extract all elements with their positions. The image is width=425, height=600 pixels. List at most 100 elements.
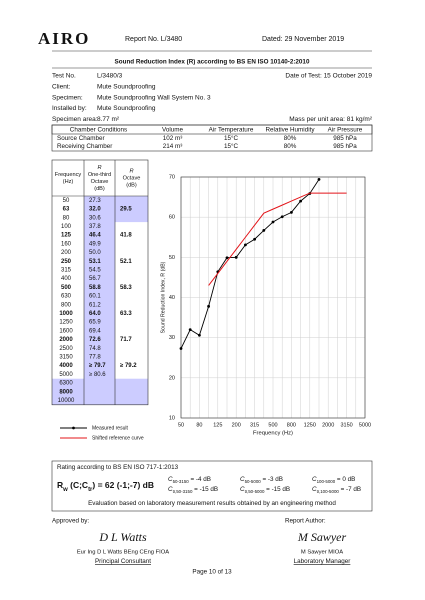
data-point [198,333,201,337]
info-label: Specimen: [52,94,83,101]
table-cell: ≥ 79.2 [120,363,137,369]
info-value: Mute Soundproofing [97,84,156,91]
info-label: Specimen area: [52,116,98,123]
table-cell: 15°C [224,142,239,150]
data-point [253,237,256,241]
table-cell: 630 [61,294,72,300]
table-cell: 985 hPa [333,143,357,150]
table-cell: 50 [63,198,70,204]
table-header: Frequency [55,172,82,178]
adaptation-term: Ctr,50-3150 = -15 dB [168,486,218,494]
x-tick-label: 315 [250,422,259,428]
table-cell: 1250 [59,320,73,326]
info-value: L/3480/3 [97,73,123,80]
table-cell: 2000 [59,337,73,343]
table-header: Octave [91,179,109,185]
info-value: 8.77 m² [97,116,120,123]
table-header: Volume [162,126,184,133]
text-run: R [57,480,63,490]
data-point [271,220,275,224]
test-date: Date of Test: 15 October 2019 [285,73,372,80]
table-cell: 72.6 [89,337,101,343]
plot-frame [180,176,366,419]
y-tick-label: 20 [169,375,175,381]
table-cell: 58.8 [89,285,101,291]
table-cell: 49.9 [89,241,101,247]
x-tick-label: 50 [178,422,184,428]
series-line [208,192,347,286]
table-header: Relative Humidity [266,126,316,133]
info-value: Mute Soundproofing Wall System No. 3 [97,94,211,101]
table-cell: 8000 [59,389,73,395]
subscript: 50-5000 [245,479,262,484]
table-header: Air Temperature [209,126,254,133]
table-cell: 32.0 [89,207,101,213]
table-cell: 5000 [59,372,73,378]
table-cell: 100 [61,224,72,230]
table-header: (Hz) [63,179,74,185]
x-tick-label: 5000 [359,422,371,428]
text-run: C [168,486,173,493]
data-point [234,255,238,259]
table-header: R [97,165,101,171]
signoff-label: Report Author: [285,518,326,525]
table-cell: 61.2 [89,302,101,308]
adaptation-term: C50-5000 = -3 dB [240,476,283,484]
text-run: = -7 dB [339,486,361,493]
rating-box [51,460,373,512]
table-cell: 30.6 [89,215,101,221]
text-run: C [168,476,173,483]
results-table [51,159,149,406]
data-point [280,215,284,219]
data-point [225,256,229,260]
x-tick-label: 3150 [340,422,352,428]
rating-note: Evaluation based on laboratory measureme… [88,500,336,507]
table-cell: 65.9 [89,320,101,326]
table-cell: 214 m³ [163,143,183,150]
table-cell: 315 [61,268,72,274]
table-cell: 800 [61,302,72,308]
table-cell: 80% [284,143,297,150]
y-axis-title: Sound Reduction Index, R (dB) [160,261,166,333]
text-run: (C;C [68,480,88,490]
text-run: C [240,476,245,483]
table-cell: 64.0 [89,311,101,317]
table-cell: 4000 [59,363,73,369]
table-cell: 80% [284,135,297,142]
rw-rating: Rw (C;Ctr) = 62 (-1;-7) dB [57,480,154,492]
y-tick-label: 10 [169,415,175,421]
subscript: tr,100-5000 [317,489,340,494]
data-point [262,229,266,232]
table-cell: 27.3 [89,198,101,204]
table-cell: 63.3 [120,311,132,317]
adaptation-term: C100-5000 = 0 dB [312,476,355,484]
text-run: C [312,476,317,483]
text-run: = -15 dB [192,486,218,493]
table-cell: 125 [61,233,72,239]
rating-heading: Rating according to BS EN ISO 717-1:2013 [57,464,179,471]
table-cell: 71.7 [120,337,132,343]
data-point [207,304,211,308]
signature: D L Watts [98,530,147,544]
table-cell: 200 [61,250,72,256]
signatory-name: M Sawyer MIOA [301,550,343,556]
data-point [244,243,247,247]
table-cell: 58.3 [120,285,132,291]
table-cell: Source Chamber [57,135,105,142]
subscript: tr,50-5000 [245,489,265,494]
x-tick-label: 800 [287,422,296,428]
table-header: (dB) [126,182,137,188]
table-cell: 500 [61,285,72,291]
table-header: Air Pressure [328,126,363,133]
table-cell: 3150 [59,355,73,361]
table-cell: 50.0 [89,250,101,256]
conditions-table [51,124,373,152]
x-tick-label: 1250 [304,422,316,428]
table-cell: 2500 [59,346,73,352]
y-tick-label: 50 [169,255,175,261]
info-label: Installed by: [52,105,87,112]
table-cell: ≥ 79.7 [89,363,106,369]
signoff-label: Approved by: [52,518,89,525]
adaptation-term: Ctr,100-5000 = -7 dB [312,486,361,494]
data-point [290,210,293,214]
